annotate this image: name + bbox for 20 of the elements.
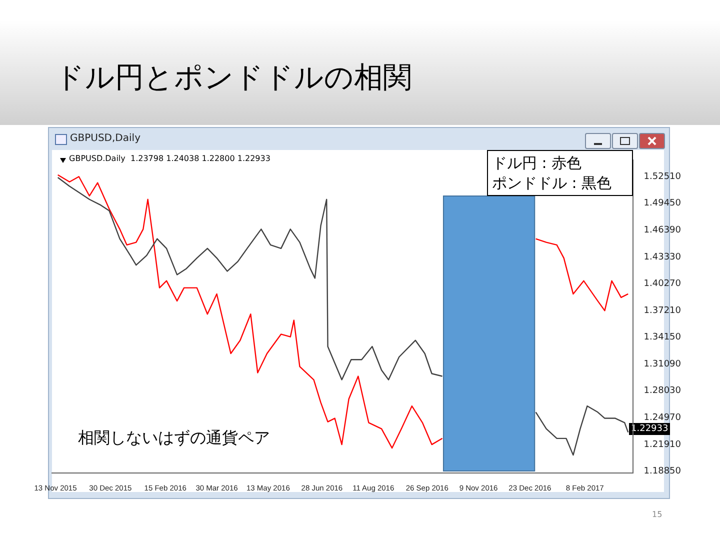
- annotation: GBPUSD.Daily 1.23798 1.24038 1.22800 1.22933: [69, 154, 270, 163]
- annotation: ドル円 : 赤色: [492, 153, 583, 173]
- y-tick-label: 1.40270: [644, 279, 682, 290]
- annotation: 1.22933: [629, 423, 670, 435]
- y-tick-label: 1.18850: [644, 466, 682, 477]
- chart-title: ドル円とポンドドルの相関: [55, 59, 412, 96]
- y-tick-label: 1.46390: [644, 225, 682, 236]
- y-tick-label: 1.37210: [644, 306, 682, 316]
- y-tick-label: 1.21910: [644, 440, 682, 450]
- text: GBPUSD,Daily: [70, 133, 140, 144]
- y-tick-label: 1.28030: [644, 386, 682, 396]
- annotation: 相関しないはずの通貨ペア: [78, 428, 270, 449]
- y-tick-label: 1.52510: [644, 172, 682, 182]
- y-tick-label: 1.43330: [644, 252, 682, 262]
- y-tick-label: 1.49450: [644, 198, 682, 209]
- y-tick-label: 1.31090: [644, 359, 682, 370]
- y-tick-label: 1.34150: [644, 332, 682, 343]
- text: 15: [652, 510, 662, 519]
- annotation: ポンドドル : 黒色: [492, 173, 613, 193]
- y-tick-label: 1.24970: [644, 413, 682, 424]
